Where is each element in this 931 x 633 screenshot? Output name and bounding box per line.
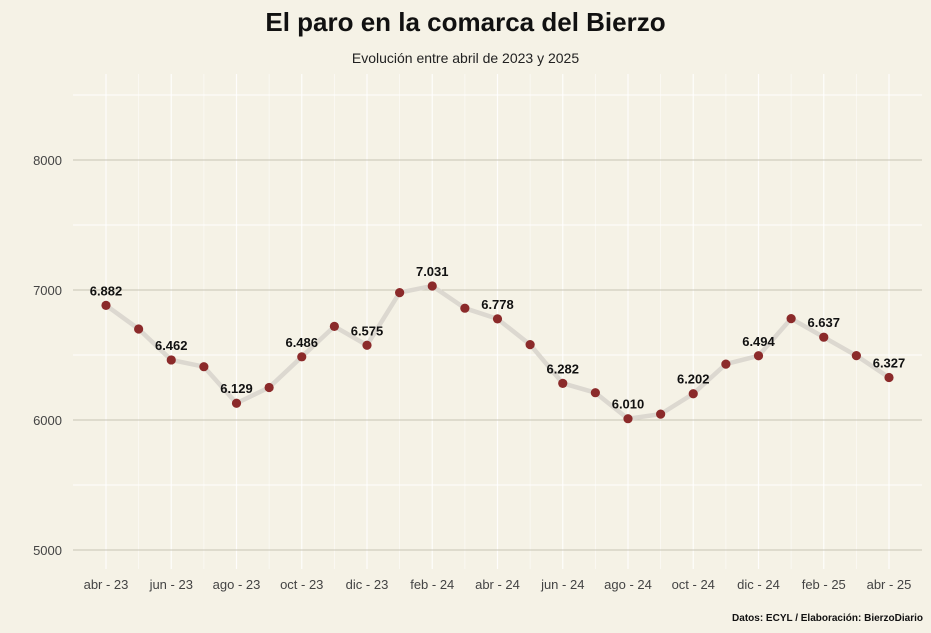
data-point xyxy=(329,321,339,331)
grid-lines xyxy=(73,74,922,569)
x-tick-label: jun - 24 xyxy=(540,577,584,592)
x-tick-label: ago - 23 xyxy=(213,577,261,592)
data-point xyxy=(427,281,437,291)
x-tick-label: ago - 24 xyxy=(604,577,652,592)
data-point xyxy=(101,300,111,310)
x-tick-label: oct - 24 xyxy=(672,577,715,592)
data-point xyxy=(623,414,633,424)
data-label: 6.778 xyxy=(481,297,514,312)
data-point xyxy=(590,388,600,398)
x-axis: abr - 23 jun - 23 ago - 23 oct - 23 dic - 23… xyxy=(84,577,912,592)
data-point xyxy=(395,288,405,298)
data-point xyxy=(819,332,829,342)
data-point xyxy=(688,389,698,399)
x-tick-label: feb - 25 xyxy=(802,577,846,592)
x-tick-label: abr - 24 xyxy=(475,577,520,592)
data-point xyxy=(558,378,568,388)
chart-subtitle: Evolución entre abril de 2023 y 2025 xyxy=(351,50,580,66)
x-tick-label: dic - 23 xyxy=(346,577,389,592)
data-point xyxy=(492,314,503,324)
data-point xyxy=(656,409,666,419)
data-point xyxy=(851,351,861,361)
data-point xyxy=(786,314,796,324)
data-point xyxy=(264,382,274,393)
data-labels: 6.882 6.462 6.129 6.486 6.575 7.031 6.778 6.282… xyxy=(90,264,906,412)
x-tick-label: oct - 23 xyxy=(280,577,323,592)
y-tick-label: 5000 xyxy=(33,543,62,558)
y-axis: 5000 6000 7000 8000 xyxy=(33,153,62,558)
data-point xyxy=(460,303,470,313)
x-tick-label: abr - 25 xyxy=(867,577,912,592)
data-point xyxy=(362,340,372,350)
data-label: 6.129 xyxy=(220,381,253,396)
data-label: 6.882 xyxy=(90,283,123,298)
data-label: 6.575 xyxy=(351,323,384,338)
data-label: 6.010 xyxy=(612,397,645,412)
data-point xyxy=(231,398,242,408)
chart-title: El paro en la comarca del Bierzo xyxy=(265,7,666,37)
y-tick-label: 6000 xyxy=(33,413,62,428)
data-label: 6.202 xyxy=(677,372,710,387)
data-point xyxy=(297,352,307,362)
y-tick-label: 8000 xyxy=(33,153,62,168)
data-point xyxy=(753,351,764,361)
x-tick-label: dic - 24 xyxy=(737,577,780,592)
data-point xyxy=(166,355,176,365)
data-label: 6.327 xyxy=(873,355,906,370)
x-tick-label: jun - 23 xyxy=(149,577,193,592)
data-points xyxy=(101,281,894,424)
x-tick-label: feb - 24 xyxy=(410,577,454,592)
data-point xyxy=(525,340,535,350)
data-label: 6.462 xyxy=(155,338,188,353)
data-label: 6.486 xyxy=(285,335,318,350)
data-label: 6.494 xyxy=(742,334,775,349)
data-label: 7.031 xyxy=(416,264,449,279)
data-point xyxy=(134,324,144,334)
source-caption: Datos: ECYL / Elaboración: BierzoDiario xyxy=(732,613,923,624)
x-tick-label: abr - 23 xyxy=(84,577,129,592)
data-label: 6.637 xyxy=(807,315,840,330)
data-point xyxy=(199,362,209,372)
y-tick-label: 7000 xyxy=(33,283,62,298)
data-point xyxy=(721,359,731,369)
data-point xyxy=(884,372,894,383)
data-label: 6.282 xyxy=(546,361,579,376)
